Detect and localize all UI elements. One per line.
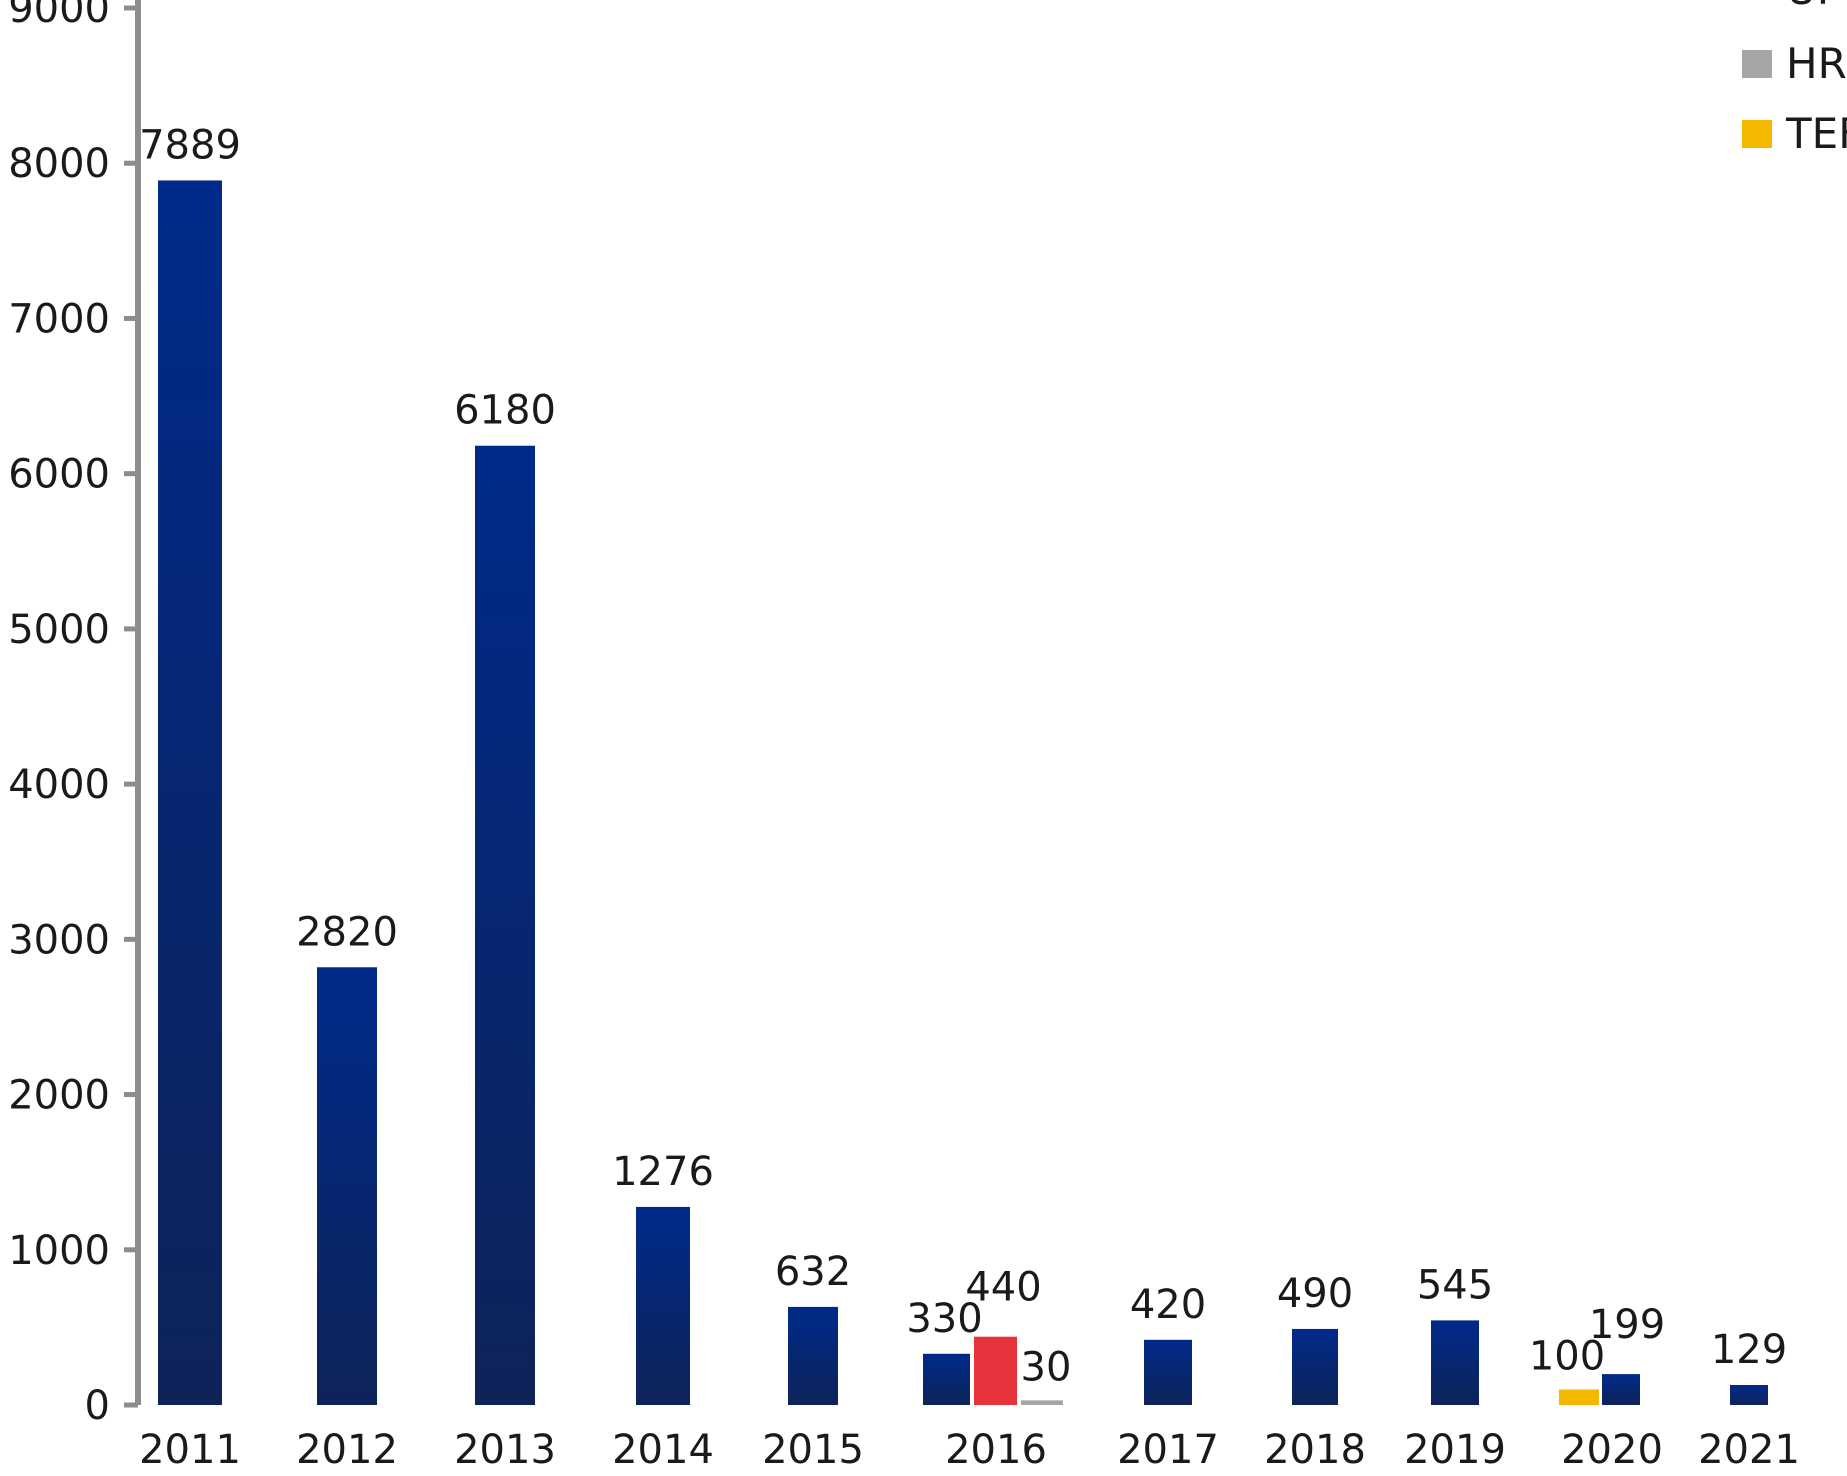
bar-hr [1021, 1400, 1063, 1405]
bars-layer [158, 180, 1768, 1405]
bar-main [923, 1353, 970, 1405]
x-tick-label: 2013 [454, 1427, 556, 1473]
y-tick-label: 8000 [8, 141, 110, 187]
bar-main [1144, 1339, 1192, 1405]
x-tick-label: 2016 [945, 1427, 1047, 1473]
bar-main [1730, 1384, 1768, 1405]
legend: UP HR TEF [1742, 0, 1847, 158]
data-label: 129 [1711, 1327, 1787, 1373]
y-tick-label: 4000 [8, 762, 110, 808]
bar-main [1292, 1328, 1338, 1405]
bar-main [1602, 1374, 1640, 1405]
y-tick-label: 3000 [8, 917, 110, 963]
bar-main [317, 967, 377, 1405]
bar-main [788, 1306, 838, 1405]
x-tick-label: 2018 [1264, 1427, 1366, 1473]
x-tick-label: 2019 [1404, 1427, 1506, 1473]
data-label: 199 [1589, 1302, 1665, 1348]
legend-swatch [1742, 120, 1772, 148]
axis-layer: 0 1000 2000 3000 4000 5000 6000 7000 8000 9000 201… [8, 0, 1800, 1473]
bar-main [475, 445, 535, 1405]
data-label: 420 [1130, 1282, 1206, 1328]
x-tick-label: 2012 [296, 1427, 398, 1473]
data-label: 490 [1277, 1271, 1353, 1317]
data-label: 30 [1021, 1344, 1072, 1390]
x-tick-label: 2020 [1561, 1427, 1663, 1473]
x-tick-label: 2014 [612, 1427, 714, 1473]
data-label: 6180 [454, 388, 556, 434]
y-tick-label: 1000 [8, 1228, 110, 1274]
y-tick-label: 7000 [8, 296, 110, 342]
legend-label: HR [1786, 39, 1847, 88]
data-label: 1276 [612, 1149, 714, 1195]
x-tick-label: 2015 [762, 1427, 864, 1473]
y-tick-label: 9000 [8, 0, 110, 32]
y-tick-label: 2000 [8, 1073, 110, 1119]
y-tick-label: 5000 [8, 607, 110, 653]
bar-main [1431, 1320, 1479, 1405]
data-label: 2820 [296, 909, 398, 955]
x-tick-label: 2021 [1698, 1427, 1800, 1473]
data-label: 632 [775, 1249, 851, 1295]
data-label: 440 [965, 1265, 1041, 1311]
data-label: 7889 [139, 122, 241, 168]
y-tick-label: 6000 [8, 452, 110, 498]
x-tick-label: 2011 [139, 1427, 241, 1473]
bar-tef [1559, 1389, 1599, 1405]
legend-label: UP [1786, 0, 1842, 14]
data-label: 545 [1417, 1262, 1493, 1308]
y-tick-label: 0 [85, 1383, 110, 1429]
legend-swatch [1742, 50, 1772, 78]
data-label: 330 [906, 1296, 982, 1342]
data-label: 100 [1529, 1333, 1605, 1379]
x-tick-label: 2017 [1117, 1427, 1219, 1473]
bar-up [974, 1336, 1017, 1405]
bar-main [158, 180, 222, 1405]
legend-label: TEF [1785, 109, 1847, 158]
bar-main [636, 1206, 690, 1405]
